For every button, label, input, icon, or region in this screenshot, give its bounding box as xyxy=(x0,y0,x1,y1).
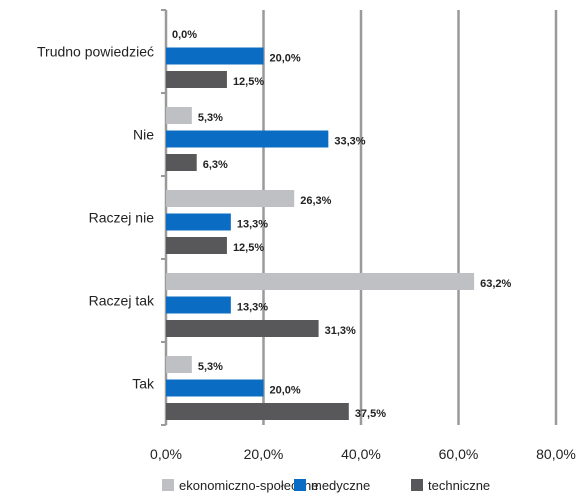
category-label: Raczej tak xyxy=(89,293,155,309)
legend-swatch xyxy=(294,479,306,491)
bar-1-4 xyxy=(166,379,264,397)
value-label: 20,0% xyxy=(270,385,301,397)
bar-2-4 xyxy=(166,403,349,420)
category-label: Nie xyxy=(133,127,154,143)
value-label: 5,3% xyxy=(198,361,223,373)
value-label: 0,0% xyxy=(172,29,197,41)
bar-2-3 xyxy=(166,320,319,337)
bar-0-4 xyxy=(166,356,192,373)
bars xyxy=(166,47,475,420)
bar-1-1 xyxy=(166,130,329,148)
value-label: 33,3% xyxy=(334,136,365,148)
bar-1-2 xyxy=(166,213,231,231)
value-label: 12,5% xyxy=(233,76,264,88)
bar-0-2 xyxy=(166,190,295,207)
category-labels: Trudno powiedzieć Nie Raczej nie Raczej tak… xyxy=(37,44,155,392)
legend-swatch xyxy=(411,479,423,491)
value-label: 26,3% xyxy=(300,195,331,207)
bar-0-3 xyxy=(166,273,475,290)
legend-label: ekonomiczno-społeczne xyxy=(179,478,318,493)
legend-swatch xyxy=(162,479,174,491)
bar-1-3 xyxy=(166,296,231,314)
category-label: Trudno powiedzieć xyxy=(37,44,154,60)
bar-2-1 xyxy=(166,154,197,171)
value-label: 63,2% xyxy=(480,278,511,290)
value-label: 31,3% xyxy=(325,325,356,337)
grid-lines xyxy=(161,9,558,426)
category-label: Tak xyxy=(132,376,155,392)
value-label: 13,3% xyxy=(237,302,268,314)
value-label: 13,3% xyxy=(237,219,268,231)
x-tick-label: 60,0% xyxy=(439,446,479,462)
bar-1-0 xyxy=(166,47,264,65)
x-tick-label: 40,0% xyxy=(341,446,381,462)
bar-2-2 xyxy=(166,237,227,254)
value-labels: 0,0% 20,0% 12,5% 5,3% 33,3% 6,3% 26,3% 13,3% 12,… xyxy=(172,29,512,420)
value-label: 20,0% xyxy=(270,53,301,65)
value-label: 12,5% xyxy=(233,242,264,254)
value-label: 6,3% xyxy=(203,159,228,171)
x-tick-label: 80,0% xyxy=(536,446,576,462)
value-label: 5,3% xyxy=(198,112,223,124)
category-label: Raczej nie xyxy=(89,210,155,226)
value-label: 37,5% xyxy=(355,408,386,420)
x-tick-labels: 0,0% 20,0% 40,0% 60,0% 80,0% xyxy=(150,446,576,462)
bar-2-0 xyxy=(166,71,227,88)
legend-label: medyczne xyxy=(311,478,370,493)
x-tick-label: 20,0% xyxy=(244,446,284,462)
legend-label: techniczne xyxy=(428,478,490,493)
x-tick-label: 0,0% xyxy=(150,446,182,462)
bar-0-1 xyxy=(166,107,192,124)
